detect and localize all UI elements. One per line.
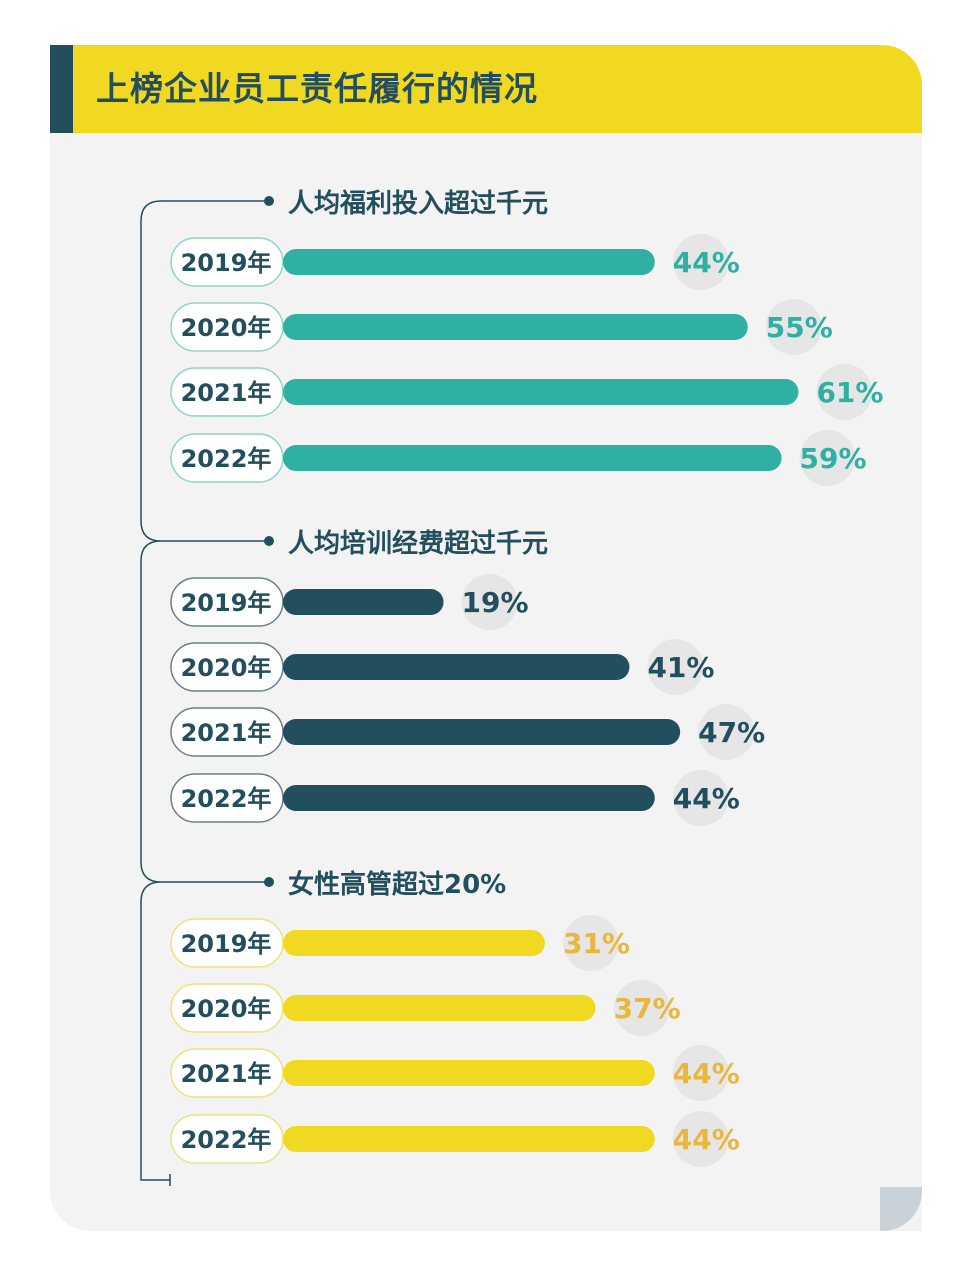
value-bubble <box>799 430 856 486</box>
group-heading: 人均福利投入超过千元 <box>288 189 548 219</box>
year-label: 2020年 <box>181 995 272 1023</box>
value-bubble <box>672 234 729 290</box>
value-bubble <box>647 639 704 695</box>
value-bubble <box>672 1111 729 1167</box>
year-label: 2021年 <box>181 379 272 407</box>
bar <box>283 379 799 405</box>
group-heading: 女性高管超过20% <box>288 869 506 900</box>
value-label: 41% <box>647 651 714 684</box>
year-label: 2019年 <box>181 249 272 277</box>
bar <box>283 589 444 615</box>
bar <box>283 930 545 956</box>
value-label: 61% <box>816 376 883 409</box>
year-label: 2020年 <box>181 314 272 342</box>
bar <box>283 995 596 1021</box>
value-bubble <box>816 364 873 420</box>
bar <box>283 314 748 340</box>
group-heading-dot <box>264 196 274 206</box>
group-heading-dot <box>264 536 274 546</box>
year-label: 2022年 <box>181 445 272 473</box>
bar <box>283 654 630 680</box>
value-bubble <box>698 704 755 760</box>
title-accent-stripe <box>50 45 73 133</box>
bar <box>283 785 655 811</box>
value-label: 44% <box>673 1057 740 1090</box>
bar <box>283 1060 655 1086</box>
page-title: 上榜企业员工责任履行的情况 <box>96 69 538 108</box>
year-label: 2019年 <box>181 589 272 617</box>
bracket-connector-line <box>140 200 268 1186</box>
bar <box>283 719 681 745</box>
value-bubble <box>562 915 619 971</box>
value-bubble <box>765 299 822 355</box>
value-label: 37% <box>614 992 681 1025</box>
year-label: 2022年 <box>181 1126 272 1154</box>
bar <box>283 1126 655 1152</box>
year-label: 2022年 <box>181 785 272 813</box>
value-label: 55% <box>766 311 833 344</box>
value-label: 19% <box>462 586 529 619</box>
year-label: 2021年 <box>181 1060 272 1088</box>
bar <box>283 249 655 275</box>
title-bar <box>50 45 922 133</box>
group-heading-dot <box>264 877 274 887</box>
value-label: 47% <box>698 716 765 749</box>
value-bubble <box>672 770 729 826</box>
year-label: 2020年 <box>181 654 272 682</box>
bar <box>283 445 782 471</box>
group-heading: 人均培训经费超过千元 <box>288 528 548 559</box>
value-label: 44% <box>673 246 740 279</box>
value-label: 44% <box>673 782 740 815</box>
year-label: 2021年 <box>181 719 272 747</box>
year-label: 2019年 <box>181 930 272 958</box>
value-label: 31% <box>563 927 630 960</box>
value-label: 44% <box>673 1123 740 1156</box>
value-bubble <box>461 574 518 630</box>
value-bubble <box>672 1045 729 1101</box>
value-bubble <box>613 980 670 1036</box>
value-label: 59% <box>800 442 867 475</box>
